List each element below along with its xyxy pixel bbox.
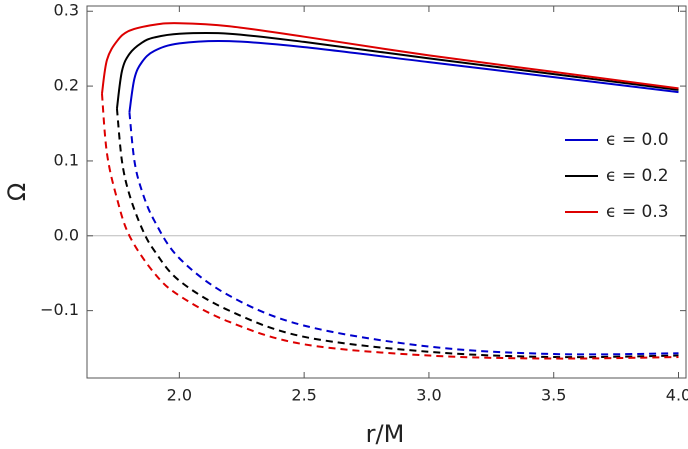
curve-solid: [115, 31, 679, 109]
x-tick-label: 3.0: [416, 386, 441, 405]
curve-solid: [128, 40, 679, 113]
plot-frame: [86, 5, 687, 379]
legend-label: ϵ = 0.0: [606, 130, 669, 150]
curve-solid: [100, 22, 679, 94]
x-tick-label: 2.5: [291, 386, 316, 405]
curve-dashed: [128, 112, 679, 356]
y-tick-label: 0.0: [54, 225, 79, 244]
legend-label: ϵ = 0.3: [606, 202, 669, 222]
curve-dashed: [115, 108, 679, 359]
y-tick-label: 0.1: [54, 150, 79, 169]
x-axis-label: r/M: [366, 420, 405, 448]
y-tick-label: 0.3: [54, 1, 79, 20]
legend-label: ϵ = 0.2: [606, 166, 669, 186]
x-tick-label: 3.5: [541, 386, 566, 405]
curve-dashed: [100, 93, 679, 360]
x-tick-label: 4.0: [666, 386, 688, 405]
x-tick-label: 2.0: [167, 386, 192, 405]
y-tick-label: −0.1: [40, 300, 79, 319]
y-axis-label: Ω: [3, 183, 31, 201]
y-tick-label: 0.2: [54, 76, 79, 95]
